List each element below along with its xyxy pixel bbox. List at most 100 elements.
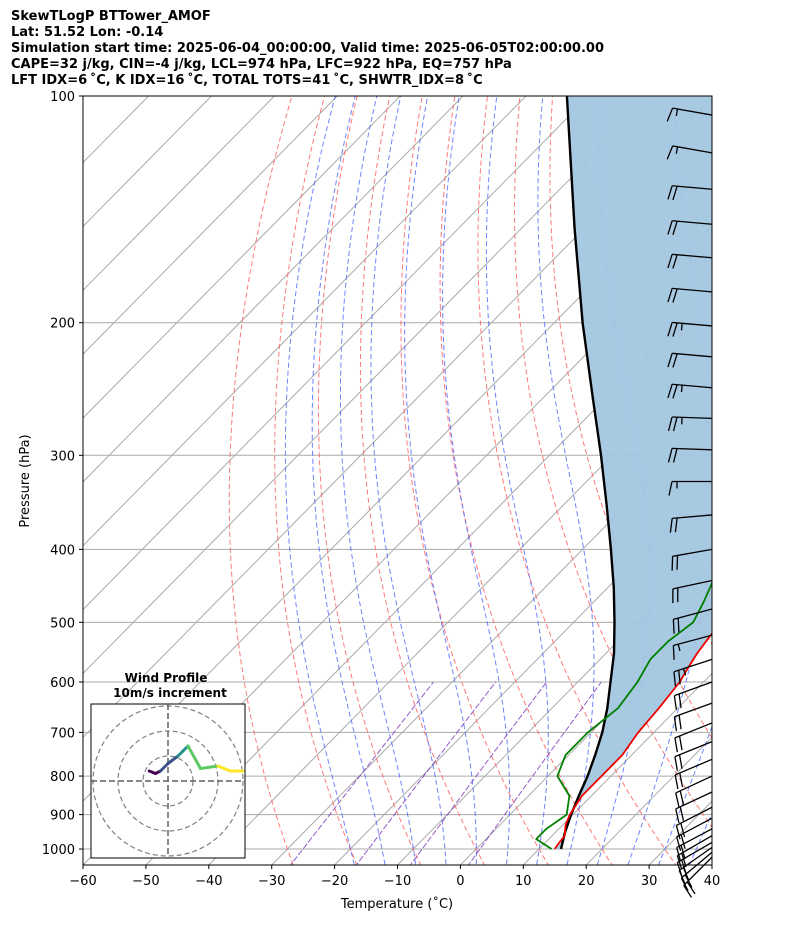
moist-adiabat bbox=[537, 96, 595, 865]
dry-adiabat bbox=[713, 62, 794, 881]
y-tick-label: 200 bbox=[50, 317, 75, 332]
barb-shaft bbox=[672, 352, 713, 358]
time-line: Simulation start time: 2025-06-04_00:00:… bbox=[11, 41, 604, 56]
hodograph-segment bbox=[186, 744, 202, 770]
x-tick-label: 10 bbox=[515, 874, 532, 889]
y-tick-label: 1000 bbox=[42, 843, 75, 858]
dewpoint-line bbox=[535, 580, 712, 850]
wind-barb bbox=[668, 480, 712, 496]
barb-flag bbox=[674, 517, 678, 533]
wind-barb bbox=[673, 658, 713, 687]
barb-flag bbox=[675, 792, 680, 808]
x-tick-label: −60 bbox=[69, 874, 96, 889]
moist-adiabat bbox=[311, 96, 386, 865]
y-tick-label: 900 bbox=[50, 809, 75, 824]
barb-flag bbox=[676, 847, 682, 862]
barb-shaft bbox=[675, 791, 713, 810]
hodograph-inset: Wind Profile 10m/s increment bbox=[90, 671, 246, 859]
barb-shaft bbox=[672, 185, 713, 190]
wind-barb bbox=[674, 722, 713, 753]
moist-adiabat bbox=[340, 96, 417, 865]
x-tick-label: 40 bbox=[704, 874, 721, 889]
y-tick-label: 800 bbox=[50, 770, 75, 785]
mixing-ratio-line bbox=[467, 681, 602, 865]
profile-lines bbox=[535, 96, 712, 850]
barb-shaft bbox=[676, 806, 713, 826]
moist-adiabat bbox=[485, 96, 549, 865]
moist-adiabat bbox=[284, 96, 355, 865]
barb-flag bbox=[683, 885, 693, 898]
y-tick-label: 600 bbox=[50, 676, 75, 691]
axes: −60 −50 −40 −30 −20 −10 0 10 20 30 40 100 200 300 400 5… bbox=[42, 90, 720, 889]
barb-shaft bbox=[672, 287, 713, 293]
wind-barb bbox=[672, 579, 713, 604]
barb-flag bbox=[667, 384, 673, 399]
hodograph-segment bbox=[216, 764, 232, 773]
barb-flag bbox=[679, 790, 685, 805]
dry-adiabat bbox=[777, 62, 794, 881]
barb-flag bbox=[667, 353, 673, 368]
barb-flag bbox=[672, 254, 678, 269]
cape-area bbox=[554, 96, 712, 849]
wind-barb bbox=[667, 352, 713, 368]
x-tick-label: −30 bbox=[258, 874, 285, 889]
wind-barb bbox=[667, 447, 713, 463]
wind-barb bbox=[673, 702, 713, 732]
mixing-ratio-line bbox=[355, 681, 497, 865]
barb-shaft bbox=[675, 775, 713, 794]
wind-barb bbox=[672, 634, 713, 660]
barb-shaft bbox=[672, 548, 713, 557]
wind-barbs bbox=[666, 107, 713, 898]
wind-barb bbox=[675, 775, 713, 808]
barb-shaft bbox=[672, 220, 713, 225]
wind-barb bbox=[667, 287, 713, 303]
mixing-ratio-line bbox=[409, 681, 547, 865]
isotherm bbox=[83, 96, 527, 547]
barb-flag bbox=[667, 254, 673, 269]
x-tick-label: −10 bbox=[384, 874, 411, 889]
barb-flag bbox=[674, 737, 679, 753]
y-tick-label: 700 bbox=[50, 726, 75, 741]
barb-flag bbox=[672, 288, 678, 303]
barb-flag bbox=[676, 855, 683, 870]
isotherm bbox=[83, 96, 213, 228]
barb-shaft bbox=[672, 145, 713, 154]
wind-barb bbox=[667, 185, 713, 201]
barb-half-flag bbox=[675, 108, 679, 116]
hodograph-segment bbox=[199, 764, 220, 770]
barb-flag bbox=[667, 220, 673, 235]
dry-adiabat bbox=[477, 96, 677, 865]
barb-flag bbox=[667, 448, 673, 463]
barb-flag bbox=[675, 825, 681, 840]
isotherm bbox=[333, 481, 712, 865]
wind-barb bbox=[672, 608, 713, 634]
x-axis-label: Temperature (˚C) bbox=[340, 896, 453, 912]
moist-adiabat bbox=[404, 96, 477, 865]
barb-shaft bbox=[678, 846, 713, 871]
barb-flag bbox=[676, 836, 682, 851]
moist-adiabat bbox=[442, 96, 511, 865]
barb-flag bbox=[673, 716, 678, 732]
y-tick-label: 300 bbox=[50, 449, 75, 464]
wind-barb bbox=[671, 548, 713, 571]
y-tick-label: 500 bbox=[50, 616, 75, 631]
barb-flag bbox=[678, 693, 682, 709]
barb-flag bbox=[678, 735, 683, 751]
barb-flag bbox=[680, 845, 686, 860]
barb-flag bbox=[669, 518, 673, 533]
wind-barb bbox=[674, 741, 713, 771]
barb-flag bbox=[667, 185, 673, 200]
barb-shaft bbox=[674, 741, 713, 758]
chart-title: SkewTLogP BTTower_AMOF bbox=[11, 9, 211, 24]
isotherm bbox=[396, 544, 712, 865]
wind-barb bbox=[667, 253, 713, 269]
moist-adiabat bbox=[658, 725, 712, 865]
indices-line: LFT IDX=6 ˚C, K IDX=16 ˚C, TOTAL TOTS=41… bbox=[11, 73, 483, 88]
barb-shaft bbox=[672, 107, 713, 116]
barb-shaft bbox=[674, 681, 713, 697]
barb-half-flag bbox=[680, 323, 683, 331]
wind-barb bbox=[666, 145, 713, 160]
dry-adiabat bbox=[359, 96, 486, 865]
wind-barb bbox=[666, 107, 713, 122]
isotherm bbox=[145, 289, 712, 865]
